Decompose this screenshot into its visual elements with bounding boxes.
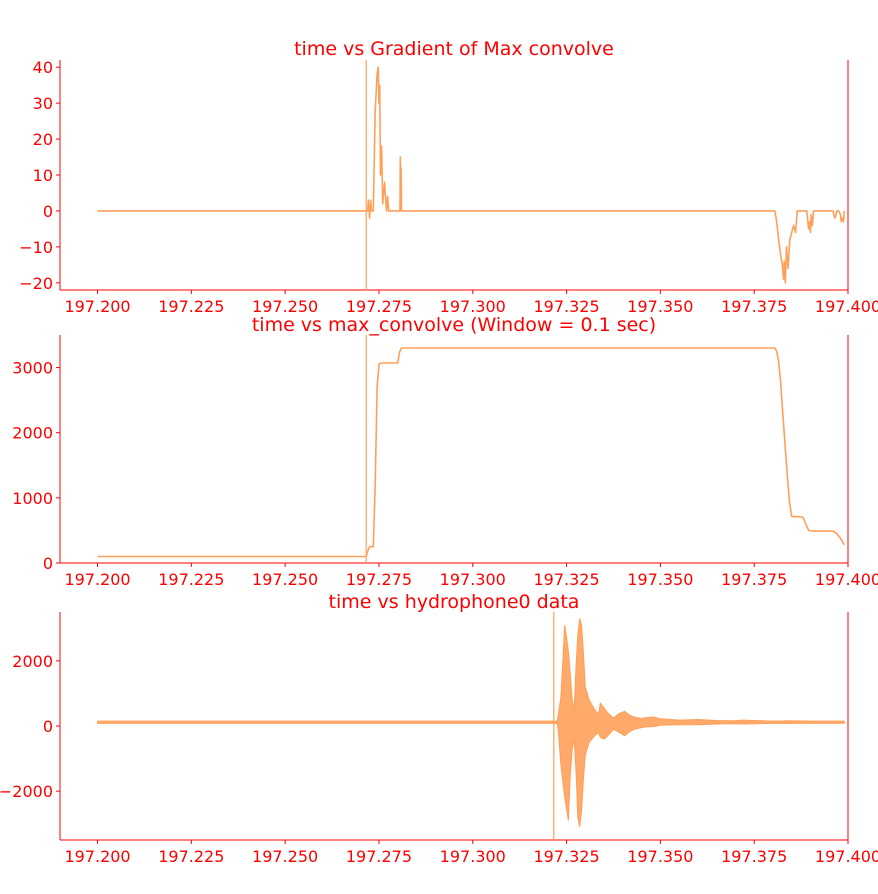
series-0-line (97, 347, 845, 558)
chart-panel-2: time vs hydrophone0 data −2000 0 2000 197.20… (0, 591, 878, 866)
x-tick-label: 197.225 (158, 297, 224, 316)
x-tick-label: 197.250 (252, 570, 318, 589)
x-tick-label: 197.300 (440, 297, 506, 316)
y-tick-label: 0 (43, 717, 53, 736)
x-tick-label: 197.400 (815, 570, 878, 589)
y-tick-label: 3000 (12, 359, 53, 378)
x-tick-label: 197.200 (64, 847, 130, 866)
x-tick-label: 197.250 (252, 297, 318, 316)
y-tick-label: 0 (43, 202, 53, 221)
y-tick-label: 20 (33, 130, 53, 149)
x-tick-label: 197.350 (627, 847, 693, 866)
x-tick-label: 197.225 (158, 847, 224, 866)
x-tick-label: 197.350 (627, 570, 693, 589)
x-tick-label: 197.300 (440, 847, 506, 866)
series-0-signal-envelope (97, 618, 845, 828)
y-tick-label: 10 (33, 166, 53, 185)
x-tick-label: 197.400 (815, 847, 878, 866)
x-tick-label: 197.275 (346, 570, 412, 589)
x-tick-label: 197.250 (252, 847, 318, 866)
x-tick-label: 197.225 (158, 570, 224, 589)
y-tick-label: 40 (33, 58, 53, 77)
x-tick-label: 197.200 (64, 570, 130, 589)
chart-panel-1: time vs max_convolve (Window = 0.1 sec) 0… (12, 314, 878, 589)
x-tick-label: 197.275 (346, 297, 412, 316)
y-tick-label: 0 (43, 554, 53, 573)
x-tick-label: 197.350 (627, 297, 693, 316)
x-tick-label: 197.275 (346, 847, 412, 866)
series-0-line (97, 66, 845, 284)
chart-title: time vs Gradient of Max convolve (294, 38, 614, 60)
y-tick-label: 2000 (12, 652, 53, 671)
chart-panel-0: time vs Gradient of Max convolve −20 −10 0 1… (19, 38, 878, 316)
y-tick-label: −2000 (0, 782, 53, 801)
x-tick-label: 197.375 (721, 570, 787, 589)
x-tick-label: 197.325 (533, 847, 599, 866)
y-tick-label: −10 (19, 238, 53, 257)
y-tick-label: 1000 (12, 489, 53, 508)
x-tick-label: 197.375 (721, 847, 787, 866)
y-tick-label: 2000 (12, 424, 53, 443)
x-tick-label: 197.300 (440, 570, 506, 589)
x-tick-label: 197.325 (533, 297, 599, 316)
y-tick-label: 30 (33, 94, 53, 113)
x-tick-label: 197.200 (64, 297, 130, 316)
chart-title: time vs hydrophone0 data (329, 591, 580, 613)
x-tick-label: 197.400 (815, 297, 878, 316)
x-tick-label: 197.325 (533, 570, 599, 589)
chart-title: time vs max_convolve (Window = 0.1 sec) (252, 314, 656, 336)
y-tick-label: −20 (19, 274, 53, 293)
x-tick-label: 197.375 (721, 297, 787, 316)
